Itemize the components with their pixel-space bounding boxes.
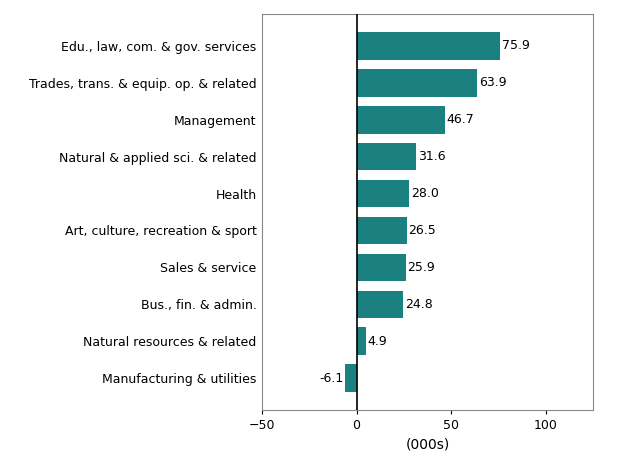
Text: 31.6: 31.6 (418, 150, 446, 163)
Bar (356, 69, 477, 96)
X-axis label: (000s): (000s) (406, 438, 449, 452)
Text: -6.1: -6.1 (319, 372, 343, 385)
Bar (356, 217, 407, 244)
Text: 26.5: 26.5 (409, 224, 436, 237)
Bar (345, 364, 356, 392)
Bar (356, 32, 500, 60)
Bar (356, 180, 409, 207)
Text: 46.7: 46.7 (447, 113, 474, 126)
Text: 75.9: 75.9 (502, 39, 530, 52)
Text: 4.9: 4.9 (368, 335, 388, 348)
Bar (356, 328, 366, 355)
Bar (356, 254, 406, 281)
Bar (356, 106, 445, 134)
Text: 24.8: 24.8 (406, 298, 433, 311)
Bar (356, 143, 416, 171)
Text: 28.0: 28.0 (411, 187, 439, 200)
Text: 25.9: 25.9 (407, 261, 435, 274)
Text: 63.9: 63.9 (479, 76, 507, 89)
Bar (356, 290, 404, 318)
